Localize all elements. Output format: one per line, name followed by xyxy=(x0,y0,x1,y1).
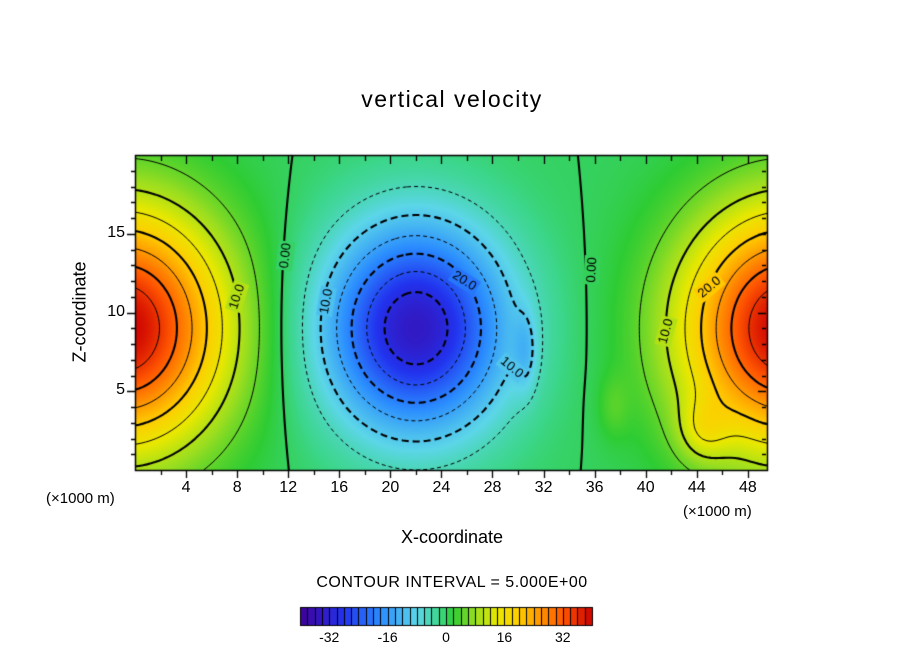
x-tick-label: 12 xyxy=(279,479,298,496)
colorbar-tick-label: -32 xyxy=(319,629,340,645)
x-tick-label: 28 xyxy=(483,479,502,496)
x-units-label-left: (×1000 m) xyxy=(46,490,115,507)
x-tick-label: 4 xyxy=(181,479,191,496)
x-tick-label: 36 xyxy=(585,479,604,496)
z-tick-label: 15 xyxy=(107,223,125,241)
colorbar-tick-label: -16 xyxy=(377,629,398,645)
colorbar-tick-label: 32 xyxy=(555,629,571,645)
y-axis-label: Z-coordinate xyxy=(69,261,90,363)
x-tick-label: 8 xyxy=(232,479,242,496)
x-tick-label: 40 xyxy=(636,479,655,496)
x-tick-label: 44 xyxy=(687,479,706,496)
chart-title: vertical velocity xyxy=(361,86,543,112)
z-tick-label: 10 xyxy=(107,302,125,320)
x-tick-label: 48 xyxy=(738,479,757,496)
x-tick-label: 16 xyxy=(330,479,349,496)
colorbar-tick-label: 16 xyxy=(496,629,513,645)
x-units-label-right: (×1000 m) xyxy=(683,503,752,520)
x-axis-label: X-coordinate xyxy=(400,527,504,547)
x-tick-label: 24 xyxy=(432,479,451,496)
colorbar-tick-label: 0 xyxy=(442,629,450,645)
x-tick-label: 32 xyxy=(534,479,553,496)
z-tick-label: 5 xyxy=(116,381,125,399)
contour-interval-text: CONTOUR INTERVAL = 5.000E+00 xyxy=(316,574,588,591)
x-tick-label: 20 xyxy=(381,479,400,496)
